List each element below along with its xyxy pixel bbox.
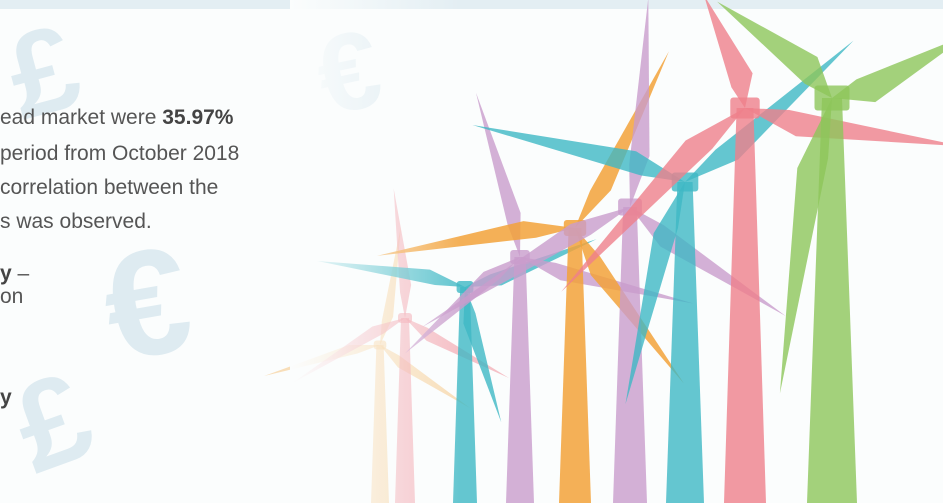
turbine-tower — [613, 207, 647, 503]
fade-overlay — [290, 0, 460, 503]
turbine-blade — [745, 108, 943, 146]
wind-turbines — [0, 0, 943, 503]
turbine-hub — [730, 98, 759, 119]
page: £ € € £ ead market were 35.97% period fr… — [0, 0, 943, 503]
turbine-tower — [724, 108, 766, 503]
turbine-tower — [506, 257, 534, 503]
turbine-hub — [815, 86, 850, 111]
turbine-blade — [704, 0, 753, 108]
